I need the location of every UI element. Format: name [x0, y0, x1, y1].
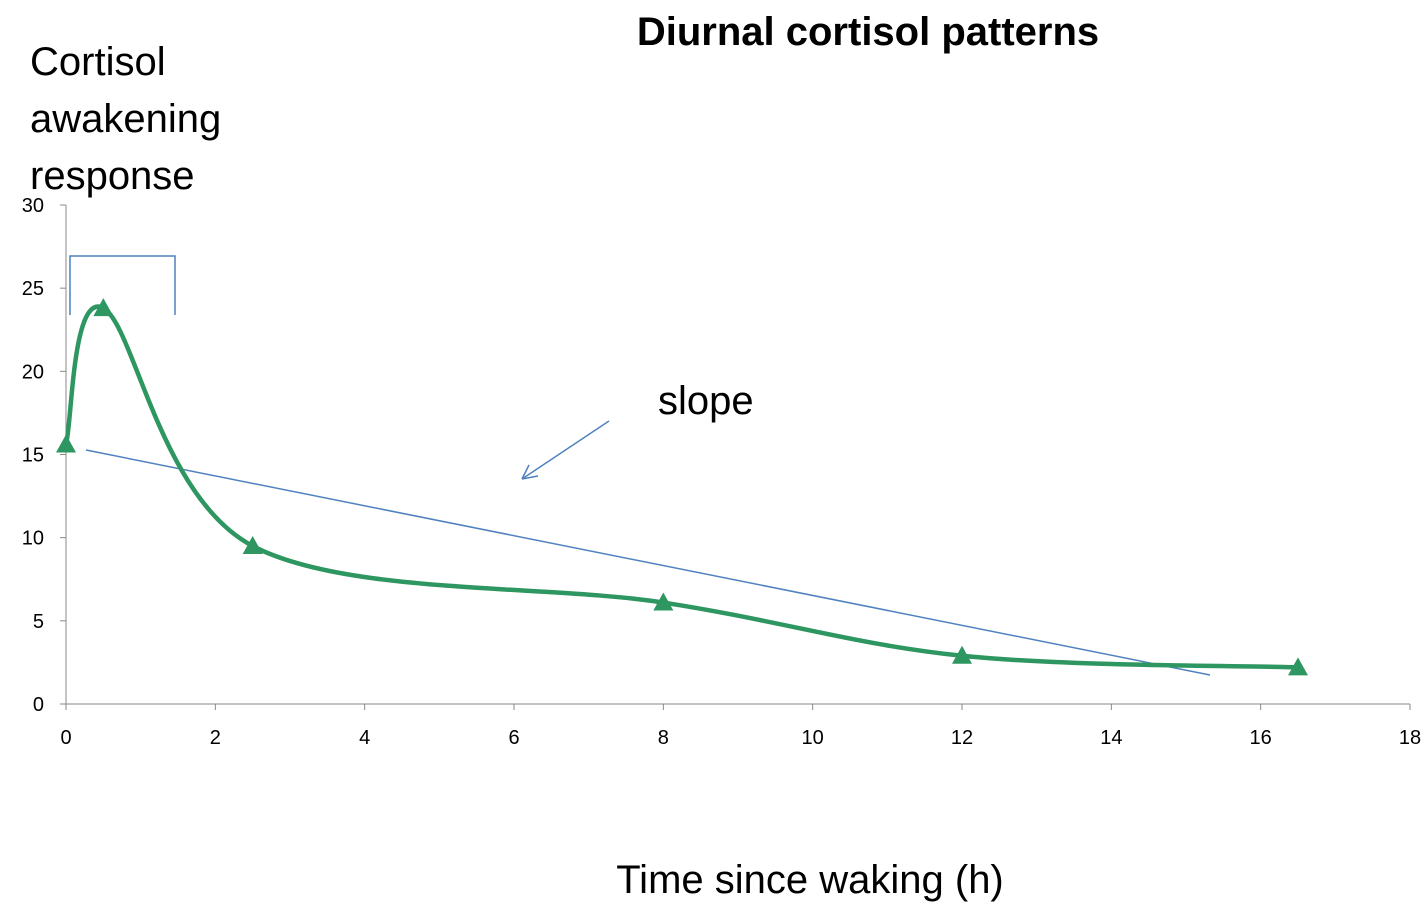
marker — [952, 645, 972, 664]
y-tick-label: 10 — [22, 528, 44, 550]
slope-line — [85, 449, 1211, 676]
x-axis-label: Time since waking (h) — [616, 858, 1004, 902]
y-tick-label: 5 — [33, 611, 44, 633]
x-tick-label: 14 — [1100, 727, 1122, 749]
y-tick-label: 15 — [22, 445, 44, 467]
marker — [653, 592, 674, 611]
arrow-head — [521, 464, 539, 480]
y-tick-label: 0 — [33, 694, 44, 716]
annotation: slope — [658, 379, 754, 423]
y-tick-label: 25 — [22, 278, 44, 300]
x-tick-label: 10 — [802, 727, 824, 749]
x-tick-label: 12 — [951, 727, 973, 749]
marker — [242, 535, 263, 554]
y-tick-label: 30 — [22, 195, 44, 217]
marker — [93, 298, 114, 317]
arrow — [521, 420, 610, 480]
x-tick-label: 6 — [508, 727, 519, 749]
series-line — [63, 304, 1299, 670]
x-tick-label: 0 — [60, 727, 71, 749]
marker — [56, 434, 76, 453]
x-tick-label: 4 — [359, 727, 370, 749]
marker — [1288, 657, 1308, 676]
x-tick-label: 18 — [1399, 727, 1421, 749]
x-tick-label: 16 — [1250, 727, 1272, 749]
bracket — [69, 255, 176, 315]
y-tick-label: 20 — [22, 361, 44, 383]
x-tick-label: 8 — [658, 727, 669, 749]
annotation: Cortisol awakening response — [30, 40, 222, 198]
chart-title: Diurnal cortisol patterns — [637, 10, 1099, 54]
x-tick-label: 2 — [210, 727, 221, 749]
